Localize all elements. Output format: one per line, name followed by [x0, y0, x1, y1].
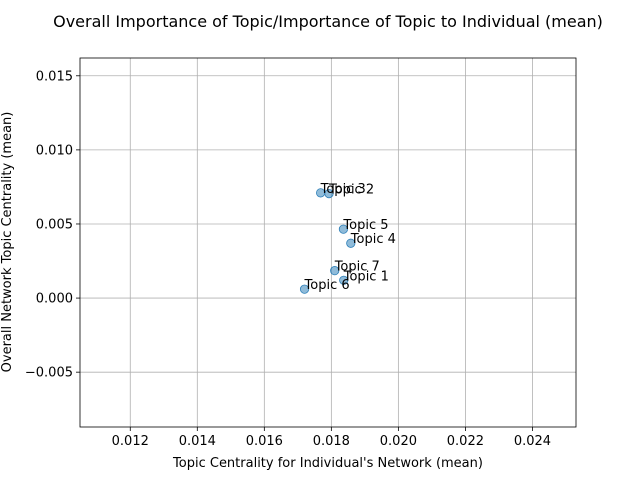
chart-title: Overall Importance of Topic/Importance o… — [53, 12, 603, 31]
y-tick-label: 0.005 — [36, 217, 73, 232]
x-axis-label: Topic Centrality for Individual's Networ… — [172, 456, 483, 471]
x-tick-label: 0.014 — [179, 434, 216, 449]
x-tick-label: 0.020 — [380, 434, 417, 449]
point-label: Topic 3 — [320, 182, 366, 197]
y-tick-label: 0.015 — [36, 69, 73, 84]
grid — [80, 58, 576, 427]
x-tick-label: 0.012 — [112, 434, 149, 449]
data-points — [299, 188, 356, 294]
y-tick-label: 0.010 — [36, 143, 73, 158]
y-tick-label: 0.000 — [36, 292, 73, 307]
point-label: Topic 6 — [304, 278, 350, 293]
point-label: Topic 2 — [328, 183, 374, 198]
y-tick-label: −0.005 — [25, 366, 73, 381]
data-point — [330, 266, 340, 276]
plot-frame — [79, 57, 577, 428]
data-point — [338, 224, 349, 234]
data-point — [299, 284, 310, 294]
x-axis: 0.012 0.014 0.016 0.018 0.020 0.022 0.024 — [112, 427, 551, 449]
data-point — [324, 188, 334, 199]
point-label: Topic 5 — [342, 218, 388, 233]
x-tick-label: 0.022 — [447, 434, 484, 449]
y-axis: −0.005 0.000 0.005 0.010 0.015 — [25, 69, 80, 381]
point-label: Topic 4 — [350, 232, 396, 247]
x-tick-label: 0.024 — [514, 434, 551, 449]
x-tick-label: 0.018 — [313, 434, 350, 449]
point-label: Topic 7 — [334, 260, 380, 275]
x-tick-label: 0.016 — [246, 434, 283, 449]
point-label: Topic 1 — [343, 269, 389, 284]
data-point — [346, 238, 356, 248]
y-axis-label: Overall Network Topic Centrality (mean) — [0, 112, 15, 373]
data-point — [339, 275, 349, 285]
